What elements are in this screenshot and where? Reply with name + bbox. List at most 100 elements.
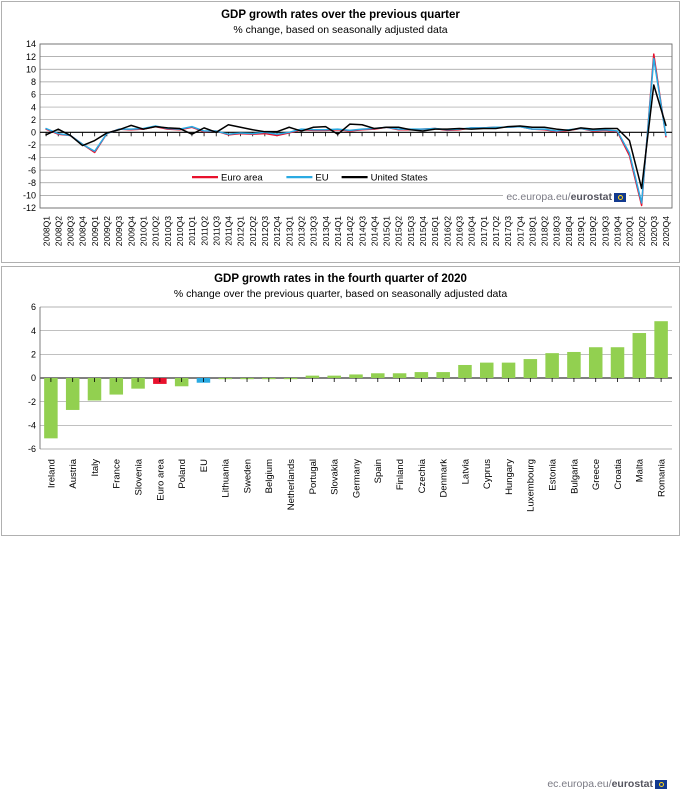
bar-poland [174,378,189,387]
x-tick-label: 2018Q4 [564,216,574,247]
bar-austria [65,378,80,410]
x-tick-label: 2009Q3 [114,216,124,247]
x-tick-label: 2014Q2 [345,216,355,247]
x-tick-label: 2009Q4 [126,216,136,247]
line-series-united-states [45,84,667,190]
x-tick-label: 2020Q1 [625,216,635,247]
bar-croatia [610,347,625,378]
x-tick-label: 2008Q4 [78,216,88,247]
x-tick-label: 2015Q4 [418,216,428,247]
bar-spain [371,373,385,378]
bar-bulgaria [567,351,581,378]
y-tick-label: 14 [26,40,36,49]
category-label: Greece [591,459,602,490]
x-tick-label: 2016Q4 [467,216,477,247]
x-tick-label: 2017Q2 [491,216,501,247]
category-label: Luxembourg [526,459,537,512]
bar-chart-subtitle: % change over the previous quarter, base… [173,288,508,300]
x-tick-label: 2018Q3 [552,216,562,247]
bar-portugal [305,375,320,378]
bar-cyprus [480,362,494,378]
x-tick-label: 2015Q3 [406,216,416,247]
y-tick-label: 8 [31,77,36,87]
eu-flag-icon-top [614,192,626,202]
category-label: Lithuania [221,458,232,497]
y-tick-label: 2 [31,350,36,360]
x-tick-label: 2020Q4 [661,216,671,247]
category-label: Austria [68,458,79,488]
x-tick-label: 2012Q2 [248,216,258,247]
bar-france [109,378,124,395]
x-tick-label: 2009Q1 [90,216,100,247]
category-label: Croatia [613,458,624,489]
category-label: Romania [657,458,668,497]
category-label: Italy [90,459,101,477]
y-tick-label: 0 [31,128,36,138]
category-label: Denmark [439,459,450,498]
x-tick-label: 2012Q1 [236,216,246,247]
line-chart-plot-area: 14 12 10 8 6 4 2 0 -2 -4 -6 -8 -10 -12 2008Q1 2008Q2 200… [2,40,680,262]
x-tick-label: 2008Q3 [66,216,76,247]
y-tick-label: -8 [28,178,36,188]
x-tick-label: 2010Q3 [163,216,173,247]
category-label: Slovenia [133,458,144,495]
legend-label-united-states: United States [371,172,428,183]
category-label: Finland [395,459,406,490]
x-tick-label: 2010Q1 [139,216,149,247]
category-label: Belgium [264,459,275,493]
x-tick-label: 2008Q1 [41,216,51,247]
category-label: Poland [177,459,188,489]
x-tick-label: 2016Q3 [455,216,465,247]
y-tick-label: -4 [28,153,36,163]
line-chart-title: GDP growth rates over the previous quart… [221,9,460,21]
y-tick-label: -10 [23,191,36,201]
bar-finland [392,373,407,378]
bar-ireland [44,378,58,439]
bar-slovakia [327,375,341,378]
bar-greece [588,347,603,378]
x-tick-label: 2016Q2 [442,216,452,247]
y-tick-label: 6 [31,303,36,312]
category-label: France [112,459,123,489]
category-label: Slovakia [330,458,341,495]
x-tick-label: 2014Q1 [333,216,343,247]
eurostat-logo-top: ec.europa.eu/eurostat [503,190,629,204]
x-tick-label: 2016Q1 [430,216,440,247]
y-tick-label: -2 [28,140,36,150]
category-label: Sweden [242,459,253,493]
x-tick-label: 2017Q4 [515,216,525,247]
logo-prefix-top: ec.europa.eu/ [506,191,571,203]
x-tick-label: 2019Q3 [600,216,610,247]
bar-slovenia [131,378,145,389]
x-tick-label: 2009Q2 [102,216,112,247]
y-tick-label: 12 [26,52,36,62]
category-label: Estonia [548,458,559,490]
legend-label-eu: EU [315,172,328,183]
category-label: Latvia [460,458,471,484]
x-tick-label: 2019Q2 [588,216,598,247]
x-tick-label: 2017Q1 [479,216,489,247]
y-tick-label: 10 [26,64,36,74]
x-tick-label: 2012Q4 [272,216,282,247]
category-label: Czechia [417,458,428,493]
x-tick-label: 2011Q2 [199,216,209,246]
category-label: Ireland [46,459,57,488]
bar-luxembourg [523,359,538,378]
y-tick-label: -12 [23,203,36,213]
x-tick-label: 2020Q2 [637,216,647,247]
bar-malta [632,333,647,378]
category-label: Portugal [308,459,319,494]
bar-latvia [458,364,472,378]
x-tick-label: 2013Q4 [321,216,331,247]
x-tick-label: 2015Q2 [394,216,404,247]
line-chart-subtitle: % change, based on seasonally adjusted d… [233,24,448,36]
y-tick-label: -6 [28,165,36,175]
bar-hungary [501,362,516,378]
eurostat-logo-bottom: ec.europa.eu/eurostat [547,778,667,790]
x-tick-label: 2013Q1 [284,216,294,247]
x-tick-label: 2014Q4 [369,216,379,247]
eu-flag-icon-bottom [655,779,667,789]
y-tick-label: 4 [31,102,36,112]
logo-prefix-bottom: ec.europa.eu/ [547,778,612,790]
category-label: Cyprus [482,459,493,489]
